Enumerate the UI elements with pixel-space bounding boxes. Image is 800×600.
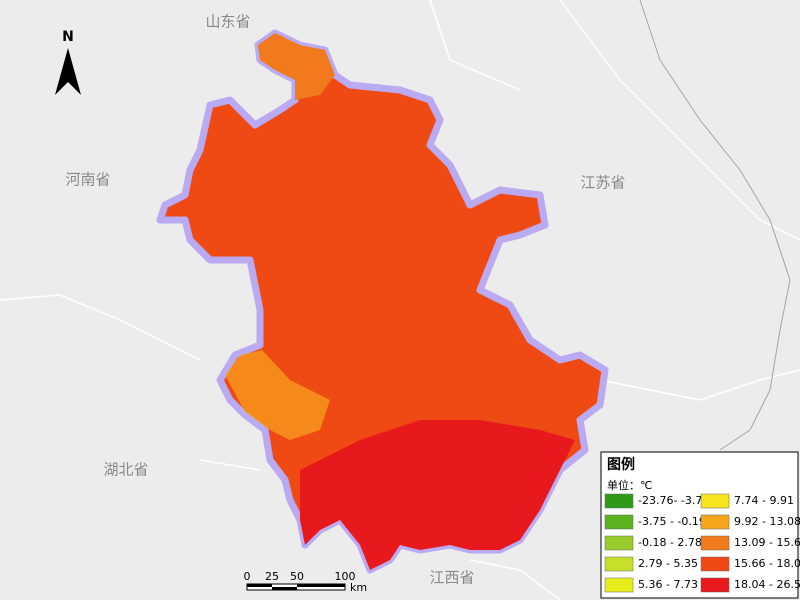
scale-label: 25: [265, 570, 279, 583]
legend-label: 2.79 - 5.35: [638, 557, 698, 570]
province-label: 山东省: [205, 13, 250, 31]
legend-swatch: [700, 514, 730, 530]
scale-unit: km: [350, 581, 367, 594]
province-label: 河南省: [65, 171, 110, 189]
legend-swatch: [700, 556, 730, 572]
coastline: [639, 0, 791, 451]
legend-items: -23.76- -3.76 -3.75 - -0.19 -0.18 - 2.78 2.…: [604, 493, 800, 593]
scale-bar: [246, 583, 346, 591]
legend-swatch: [700, 535, 730, 551]
legend-label: 13.09 - 15.65: [734, 536, 800, 549]
scale-label: 0: [244, 570, 251, 583]
legend-label: 15.66 - 18.03: [734, 557, 800, 570]
legend-swatch: [604, 493, 634, 509]
legend-box: [600, 451, 799, 599]
legend-title: 图例: [607, 456, 635, 473]
legend-label: -23.76- -3.76: [638, 494, 709, 507]
legend-label: -3.75 - -0.19: [638, 515, 706, 528]
legend-unit: 单位：℃: [607, 478, 652, 492]
legend-label: 5.36 - 7.73: [638, 578, 698, 591]
legend-swatch: [604, 577, 634, 593]
province-label: 江西省: [429, 569, 474, 587]
legend-label: 7.74 - 9.91: [734, 494, 794, 507]
province-label: 湖北省: [103, 461, 148, 479]
scale-bar-segment: [272, 587, 297, 590]
north-label: N: [62, 29, 74, 45]
west-mountain-zone: [225, 350, 330, 440]
province-label: 江苏省: [580, 174, 625, 192]
scale-label: 50: [290, 570, 304, 583]
north-zone: [258, 33, 335, 100]
scale-bar-segment: [297, 584, 345, 587]
legend-label: -0.18 - 2.78: [638, 536, 702, 549]
scale-label: 100: [335, 570, 356, 583]
legend-swatch: [700, 577, 730, 593]
legend-label: 9.92 - 13.08: [734, 515, 800, 528]
legend-swatch: [604, 514, 634, 530]
legend-swatch: [604, 556, 634, 572]
scale-bar-segment: [247, 584, 272, 587]
legend-swatch: [700, 493, 730, 509]
legend-label: 18.04 - 26.54: [734, 578, 800, 591]
north-arrow: [55, 48, 81, 95]
legend-swatch: [604, 535, 634, 551]
south-zone: [300, 420, 575, 570]
